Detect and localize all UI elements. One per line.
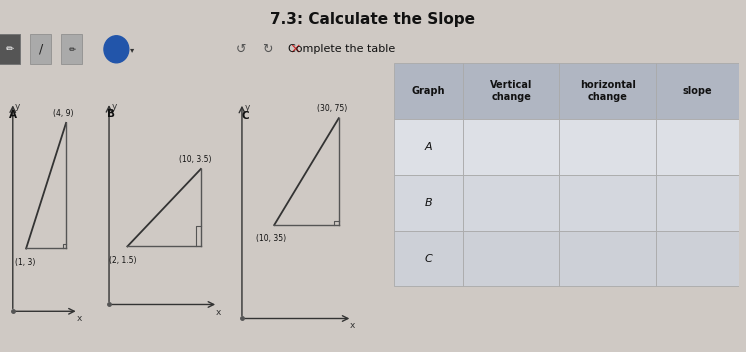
Bar — [394, 231, 463, 287]
Bar — [560, 175, 656, 231]
Text: ▾: ▾ — [130, 45, 134, 54]
Text: /: / — [39, 43, 43, 56]
Text: slope: slope — [683, 86, 712, 96]
Text: ↻: ↻ — [263, 43, 273, 56]
Bar — [0, 34, 20, 64]
Bar — [30, 34, 51, 64]
Bar — [394, 119, 463, 175]
Bar — [656, 175, 739, 231]
Text: (2, 1.5): (2, 1.5) — [110, 256, 137, 265]
Text: A: A — [9, 110, 17, 120]
Bar — [463, 63, 560, 119]
Bar — [463, 175, 560, 231]
Text: x: x — [216, 308, 221, 317]
Bar — [560, 231, 656, 287]
Text: (30, 75): (30, 75) — [317, 104, 348, 113]
Text: (4, 9): (4, 9) — [53, 109, 73, 118]
Bar — [656, 119, 739, 175]
Text: Vertical
change: Vertical change — [490, 81, 532, 102]
Text: 7.3: Calculate the Slope: 7.3: Calculate the Slope — [271, 12, 475, 27]
Text: ✏: ✏ — [69, 45, 75, 54]
Bar — [656, 231, 739, 287]
Text: B: B — [107, 109, 115, 119]
Bar — [463, 119, 560, 175]
Text: B: B — [424, 198, 432, 208]
Text: (1, 3): (1, 3) — [15, 258, 35, 267]
Bar — [61, 34, 82, 64]
Text: x: x — [78, 314, 83, 323]
Text: y: y — [111, 102, 117, 111]
Text: Graph: Graph — [412, 86, 445, 96]
Text: horizontal
change: horizontal change — [580, 81, 636, 102]
Bar — [0, 34, 20, 64]
Text: ×: × — [289, 42, 301, 56]
Text: y: y — [14, 102, 19, 111]
Bar — [560, 119, 656, 175]
Bar — [394, 175, 463, 231]
Text: Complete the table: Complete the table — [288, 44, 395, 54]
Text: ↺: ↺ — [235, 43, 245, 56]
Text: (10, 35): (10, 35) — [257, 234, 286, 243]
Circle shape — [104, 36, 129, 63]
Bar — [394, 63, 463, 119]
Text: y: y — [245, 103, 250, 112]
Text: C: C — [424, 253, 432, 264]
Text: x: x — [350, 321, 355, 330]
Bar — [656, 63, 739, 119]
Text: A: A — [424, 142, 432, 152]
Bar — [463, 231, 560, 287]
Text: ✏: ✏ — [6, 44, 13, 54]
Text: (10, 3.5): (10, 3.5) — [179, 155, 212, 164]
Bar — [560, 63, 656, 119]
Text: C: C — [241, 111, 248, 121]
